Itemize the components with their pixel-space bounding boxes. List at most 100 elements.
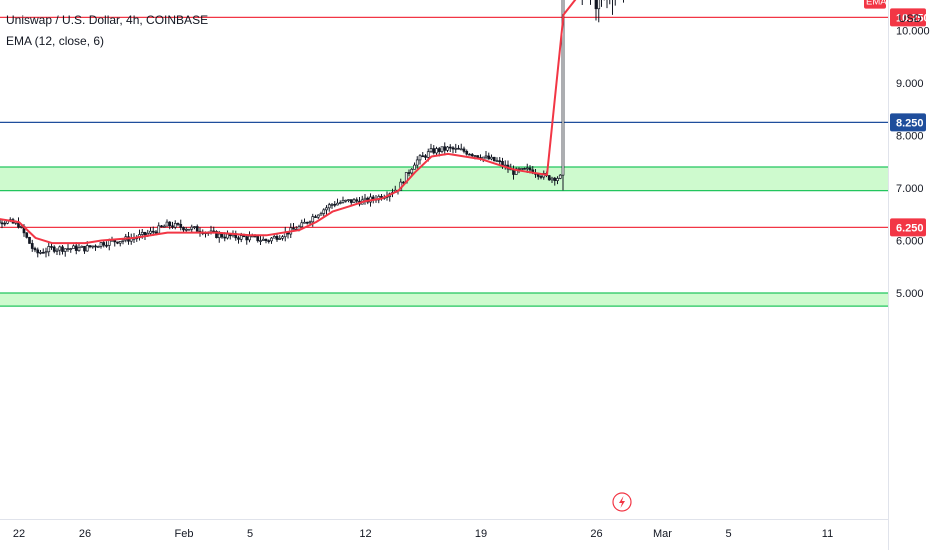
candle (345, 200, 347, 201)
candle (56, 250, 58, 251)
candle (364, 198, 366, 200)
candle (45, 252, 47, 253)
candle (350, 200, 352, 203)
candle (48, 246, 50, 251)
chart-legend: Uniswap / U.S. Dollar, 4h, COINBASE EMA … (6, 10, 208, 52)
candle (320, 214, 322, 216)
candle (524, 168, 526, 169)
candle (161, 226, 163, 227)
candle (150, 231, 152, 233)
x-tick-label: 5 (725, 528, 731, 540)
candle (452, 148, 454, 149)
candle (92, 246, 94, 247)
candle (103, 243, 105, 246)
candle (108, 240, 110, 245)
candle (169, 222, 171, 226)
currency-button[interactable]: USD (897, 8, 923, 30)
candle (70, 249, 72, 250)
candle (488, 156, 490, 159)
candle (1, 223, 3, 224)
candle (477, 156, 479, 158)
ema-tag-text: EMA (866, 0, 887, 8)
candle (40, 252, 42, 253)
candle (31, 243, 33, 248)
candle (75, 246, 77, 251)
y-tick-label: 9.000 (896, 78, 924, 90)
candle (315, 217, 317, 218)
candle (276, 236, 278, 239)
candle (260, 241, 262, 242)
candle (548, 176, 550, 180)
candle (279, 238, 281, 239)
candle (122, 240, 124, 241)
candle (238, 238, 240, 240)
candle (408, 173, 410, 174)
candle (95, 246, 97, 247)
candle (559, 175, 561, 178)
candle (309, 222, 311, 223)
candle (339, 203, 341, 204)
time-axis[interactable] (0, 519, 888, 550)
y-tick-label: 6.000 (896, 236, 924, 248)
candle (81, 246, 83, 247)
candle (485, 156, 487, 157)
indicator-title[interactable]: EMA (12, close, 6) (6, 31, 208, 52)
candle (262, 239, 264, 240)
candle (328, 205, 330, 208)
level-badge-8250-text: 8.250 (896, 117, 924, 129)
candle (301, 223, 303, 227)
candle (427, 152, 429, 158)
x-tick-label: 5 (247, 528, 253, 540)
candle (353, 200, 355, 203)
candle (78, 247, 80, 250)
candle (177, 223, 179, 224)
candle (67, 249, 69, 250)
candle (474, 156, 476, 157)
candle (529, 168, 531, 170)
candle (444, 147, 446, 151)
candle (317, 215, 319, 217)
candle (29, 237, 31, 243)
x-tick-label: 26 (79, 528, 91, 540)
candle (155, 232, 157, 233)
candle (293, 228, 295, 230)
candle (438, 149, 440, 152)
x-tick-label: 19 (475, 528, 487, 540)
x-tick-label: Mar (653, 528, 672, 540)
candle (499, 161, 501, 162)
candle (554, 178, 556, 180)
candle (249, 236, 251, 240)
candle (119, 241, 121, 243)
candle (460, 149, 462, 150)
candle (436, 149, 438, 153)
candle (416, 160, 418, 165)
candle (551, 178, 553, 180)
candle (62, 247, 64, 252)
candle (51, 246, 53, 247)
candle (458, 148, 460, 149)
candle (188, 229, 190, 230)
candle (441, 147, 443, 152)
candle (348, 200, 350, 201)
candle (86, 246, 88, 251)
candle (449, 147, 451, 148)
candle (312, 217, 314, 222)
candle (227, 234, 229, 238)
candle (42, 252, 44, 253)
candle (185, 229, 187, 230)
candle (144, 232, 146, 235)
candle (337, 203, 339, 205)
candle (97, 246, 99, 247)
symbol-title[interactable]: Uniswap / U.S. Dollar, 4h, COINBASE (6, 10, 208, 31)
candle (433, 149, 435, 153)
candle (455, 148, 457, 149)
candle (282, 237, 284, 239)
x-tick-label: 22 (13, 528, 25, 540)
candle (466, 151, 468, 154)
candle (64, 249, 66, 252)
candle (221, 234, 223, 237)
candle (183, 227, 185, 230)
candle (20, 226, 22, 227)
